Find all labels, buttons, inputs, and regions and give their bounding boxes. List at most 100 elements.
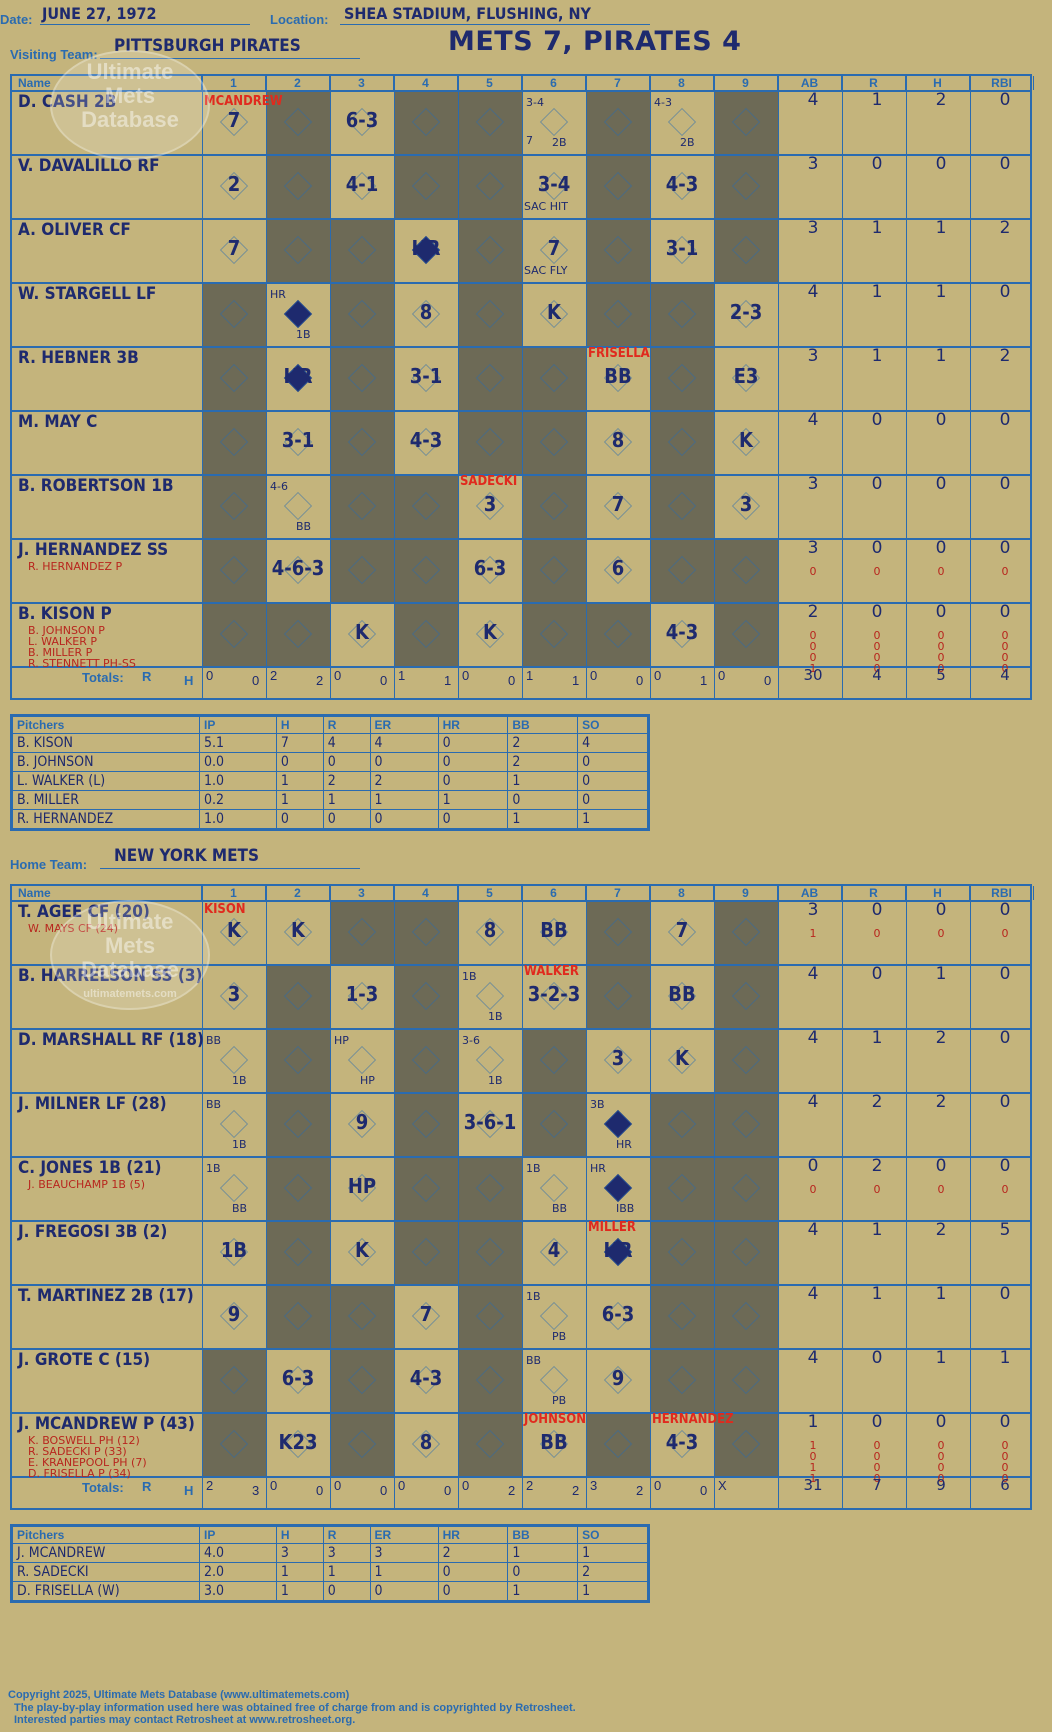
- home-stat: 0: [999, 1412, 1011, 1432]
- visitor-annotation: SAC FLY: [524, 264, 568, 277]
- visitor-pitch-cell: 2: [322, 771, 371, 791]
- home-pitch-cell: 1: [369, 1562, 439, 1582]
- home-sub-name: J. BEAUCHAMP 1B (5): [28, 1178, 146, 1191]
- visitor-pitch-cell: 4: [322, 733, 371, 753]
- visitor-stat: 1: [935, 346, 947, 366]
- home-inning-runs: 0: [270, 1478, 278, 1493]
- home-stat: 0: [999, 1028, 1011, 1048]
- home-header-6: 6: [522, 886, 586, 900]
- visitor-inning-runs: 0: [654, 668, 662, 683]
- home-stat: 1: [871, 1220, 883, 1240]
- visitor-pitch-cell: R. HERNANDEZ: [12, 809, 200, 829]
- visitor-play: 3-1: [665, 236, 699, 260]
- home-pitch-cell: 2: [437, 1543, 509, 1563]
- home-inning-runs: X: [718, 1478, 727, 1493]
- home-diamond: [219, 1045, 249, 1075]
- home-inning-hits: 2: [636, 1483, 644, 1498]
- visitor-header-2: 2: [266, 76, 330, 90]
- home-play: K: [291, 918, 305, 942]
- home-sub-name: K. BOSWELL PH (12): [28, 1434, 140, 1447]
- visitor-pitch-header: H: [275, 716, 324, 734]
- home-pitch-cell: 0: [369, 1581, 439, 1601]
- home-shaded-cell: [458, 1348, 522, 1412]
- home-play-note: 1B: [488, 1010, 503, 1023]
- visitor-header-7: 7: [586, 76, 650, 90]
- visitor-pitch-cell: 1: [507, 809, 579, 829]
- visitor-stat: 0: [871, 602, 883, 622]
- visiting-team-label: Visiting Team:: [10, 47, 98, 62]
- visitor-stat: 0: [1001, 662, 1009, 675]
- home-shaded-cell: [650, 1348, 714, 1412]
- visitor-play: 2: [227, 172, 241, 196]
- home-player-name: J. MCANDREW P (43): [18, 1414, 195, 1434]
- home-pitching-table: Pitchers IP H R ER HR BB SO J. MCANDREW 4.0 3 3 3 2 1 1…: [10, 1524, 650, 1603]
- home-inning-hits: 2: [572, 1483, 580, 1498]
- home-shaded-cell: [714, 900, 778, 964]
- home-shaded-cell: [650, 1156, 714, 1220]
- home-play: K: [227, 918, 241, 942]
- visitor-play: 3: [483, 492, 497, 516]
- visitor-pitch-cell: B. MILLER: [12, 790, 200, 810]
- home-stat: 2: [871, 1156, 883, 1176]
- home-total-stat: 6: [1000, 1476, 1010, 1494]
- home-stat: 0: [1001, 927, 1009, 940]
- visitor-header-4: 4: [394, 76, 458, 90]
- visitor-pitch-cell: 0: [437, 809, 509, 829]
- visitor-shaded-cell: [458, 282, 522, 346]
- visitor-totals-r: R: [142, 669, 152, 684]
- visitor-diamond: [283, 491, 313, 521]
- visitor-shaded-cell: [266, 602, 330, 666]
- visitor-stat: 3: [807, 538, 819, 558]
- home-header-name: Name: [12, 886, 202, 900]
- footer-copyright: Copyright 2025, Ultimate Mets Database (…: [8, 1689, 350, 1701]
- home-stat: 0: [1001, 1450, 1009, 1463]
- visitor-stat: 3: [807, 474, 819, 494]
- home-shaded-cell: [266, 1156, 330, 1220]
- visitor-header-8: 8: [650, 76, 714, 90]
- home-stat: 4: [807, 964, 819, 984]
- home-pitch-cell: 4.0: [199, 1543, 277, 1563]
- home-play-note: BB: [232, 1202, 248, 1215]
- home-sub-name: E. KRANEPOOL PH (7): [28, 1456, 147, 1469]
- visitor-pitcher-row: B. JOHNSON 0.0 0 0 0 0 2 0: [12, 752, 648, 772]
- home-shaded-cell: [266, 1092, 330, 1156]
- home-shaded-cell: [714, 1156, 778, 1220]
- home-shaded-cell: [522, 1092, 586, 1156]
- home-play-note: 1B: [206, 1162, 221, 1175]
- home-shaded-cell: [650, 1220, 714, 1284]
- home-play-note: 1B: [526, 1162, 541, 1175]
- home-stat: 4: [807, 1348, 819, 1368]
- visitor-stat: 0: [999, 282, 1011, 302]
- visitor-pitch-cell: 1: [577, 809, 648, 829]
- visitor-player-name: J. HERNANDEZ SS: [18, 540, 169, 560]
- visitor-shaded-cell: [586, 154, 650, 218]
- visitor-play-note: 2B: [552, 136, 567, 149]
- home-pitch-cell: 1: [507, 1543, 579, 1563]
- home-stat: 1: [871, 1028, 883, 1048]
- home-stat: 2: [935, 1220, 947, 1240]
- visitor-stat: 4: [807, 282, 819, 302]
- visitor-play: 7: [227, 108, 241, 132]
- home-sub-name: D. FRISELLA P (34): [28, 1467, 131, 1480]
- home-pitch-cell: 1: [275, 1562, 324, 1582]
- home-header-4: 4: [394, 886, 458, 900]
- home-shaded-cell: [394, 900, 458, 964]
- visitor-header-r: R: [842, 76, 906, 90]
- home-play: 9: [227, 1302, 241, 1326]
- date-label: Date:: [0, 12, 33, 27]
- visitor-total-stat: 4: [1000, 666, 1010, 684]
- visitor-inning-hits: 1: [572, 673, 580, 688]
- visitor-shaded-cell: [650, 474, 714, 538]
- home-stat: 0: [871, 900, 883, 920]
- visitor-inning-runs: 1: [526, 668, 534, 683]
- visitor-play: 4-3: [665, 620, 699, 644]
- visitor-stat: 0: [999, 154, 1011, 174]
- visitor-shaded-cell: [586, 602, 650, 666]
- home-stat: 2: [871, 1092, 883, 1112]
- visitor-annotation: 7: [526, 134, 533, 147]
- home-shaded-cell: [586, 900, 650, 964]
- visitor-pitch-cell: 4: [577, 733, 648, 753]
- watermark-logo: Ultimate Mets Database: [50, 50, 210, 160]
- home-stat: 3: [807, 900, 819, 920]
- visitor-shaded-cell: [330, 538, 394, 602]
